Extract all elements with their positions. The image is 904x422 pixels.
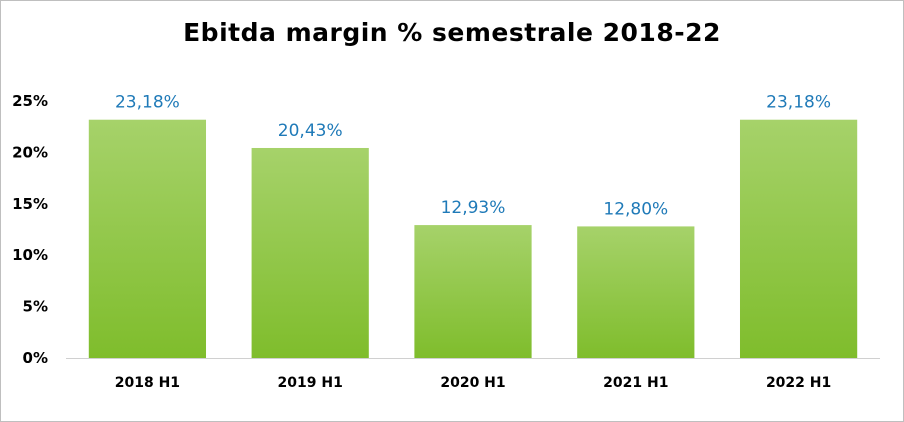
y-tick-label: 10% xyxy=(12,246,48,264)
bar xyxy=(414,225,532,358)
x-tick-label: 2018 H1 xyxy=(115,375,180,391)
data-label: 12,80% xyxy=(603,199,668,219)
chart-title: Ebitda margin % semestrale 2018-22 xyxy=(183,18,721,47)
x-tick-label: 2019 H1 xyxy=(278,375,343,391)
x-tick-label: 2021 H1 xyxy=(603,375,668,391)
bar xyxy=(577,226,695,358)
y-tick-label: 25% xyxy=(12,92,48,110)
y-tick-label: 15% xyxy=(12,195,48,213)
data-label: 20,43% xyxy=(278,121,343,141)
bar xyxy=(739,119,858,359)
bar xyxy=(88,119,207,359)
x-tick-label: 2022 H1 xyxy=(766,375,831,391)
data-label: 23,18% xyxy=(115,93,180,113)
bar xyxy=(251,147,369,358)
x-tick-label: 2020 H1 xyxy=(440,375,505,391)
y-tick-label: 20% xyxy=(12,143,48,161)
data-label: 12,93% xyxy=(441,198,506,218)
y-tick-label: 0% xyxy=(23,349,48,367)
data-label: 23,18% xyxy=(766,93,831,113)
y-tick-label: 5% xyxy=(23,298,48,316)
